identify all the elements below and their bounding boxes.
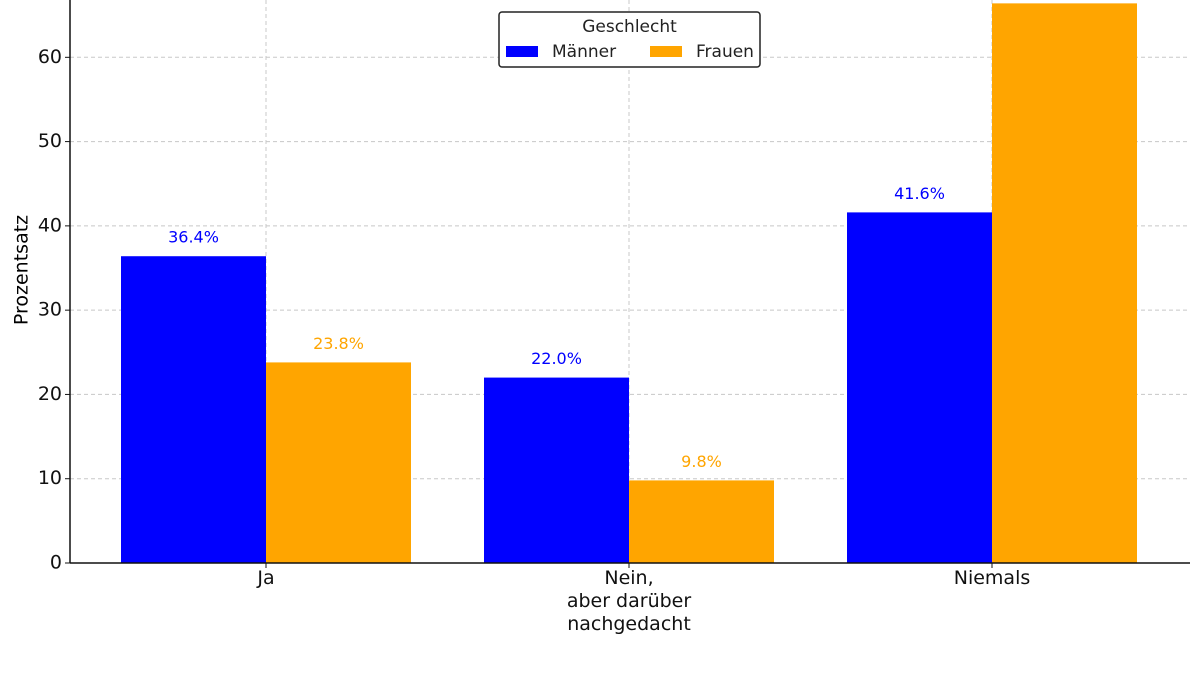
x-tick-label: Ja: [257, 567, 275, 589]
legend-swatch: [506, 46, 538, 57]
legend-label: Frauen: [696, 42, 754, 62]
legend-title: Geschlecht: [582, 17, 677, 37]
bar: [484, 377, 629, 563]
x-tick-label: Nein, aber darüber nachgedacht: [566, 567, 692, 635]
value-label: 41.6%: [894, 184, 945, 203]
y-tick-label: 40: [38, 214, 62, 236]
bar: [992, 3, 1137, 563]
value-label: 22.0%: [531, 349, 582, 368]
legend-swatch: [650, 46, 682, 57]
y-tick-label: 0: [50, 552, 62, 574]
legend-label: Männer: [552, 42, 616, 62]
value-label: 9.8%: [681, 452, 722, 471]
y-tick-label: 50: [38, 130, 62, 152]
legend-box: [498, 11, 761, 68]
bar: [629, 480, 774, 563]
value-label: 36.4%: [168, 228, 219, 247]
value-label: 23.8%: [313, 334, 364, 353]
bar: [847, 212, 992, 563]
bar: [121, 256, 266, 563]
y-tick-label: 10: [38, 467, 62, 489]
y-tick-label: 60: [38, 46, 62, 68]
y-axis-label: Prozentsatz: [11, 215, 33, 325]
x-tick-label: Niemals: [953, 567, 1031, 589]
bar: [266, 362, 411, 563]
y-tick-label: 30: [38, 299, 62, 321]
y-tick-label: 20: [38, 383, 62, 405]
